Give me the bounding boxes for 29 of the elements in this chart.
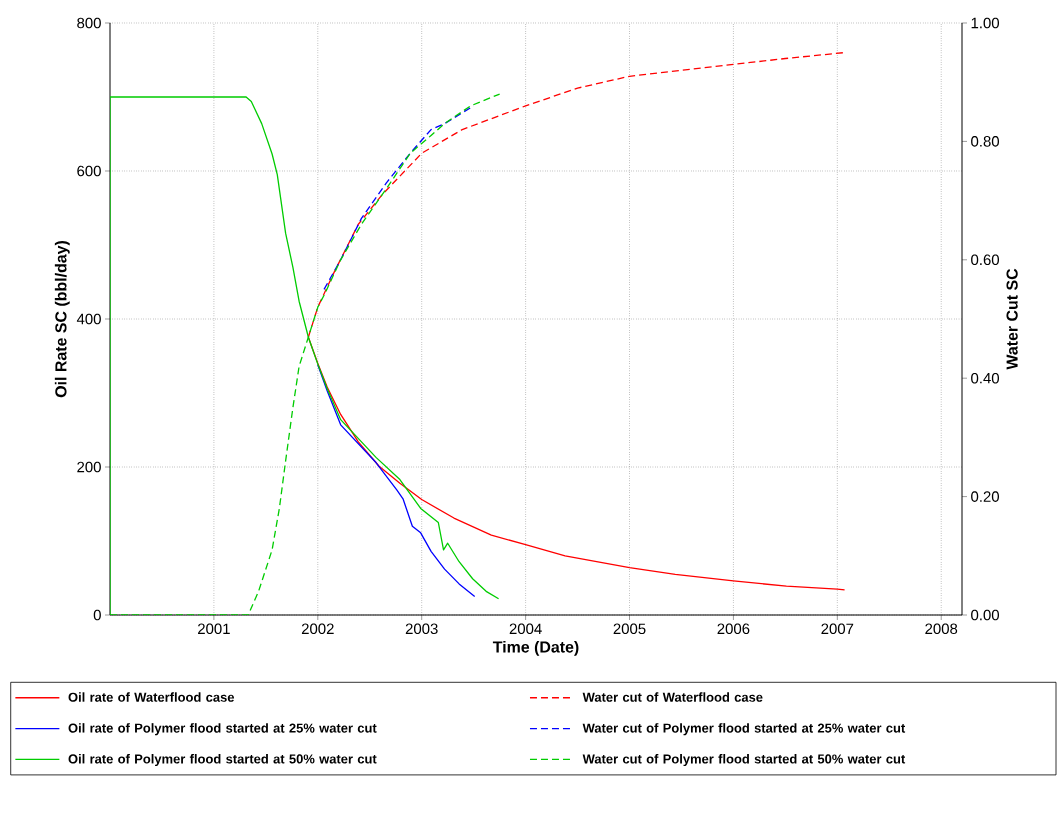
legend-label: Water cut of Polymer flood started at 25% water cut	[582, 723, 906, 736]
legend-label: Oil rate of Waterflood case	[68, 692, 235, 702]
y2-tick-label: 0.20	[971, 491, 1000, 502]
y2-tick-label: 0.40	[971, 372, 1000, 384]
x-tick-label: 2003	[405, 623, 438, 635]
y2-tick-label: 0.00	[971, 609, 1000, 621]
y-tick-label: 600	[77, 165, 101, 177]
y-tick-label: 400	[76, 313, 101, 325]
x-tick-label: 2004	[509, 623, 542, 635]
y2-axis-title: Water Cut SC	[1006, 268, 1018, 370]
y-tick-label: 200	[77, 461, 101, 473]
y2-tick-label: 0.60	[971, 254, 1000, 266]
y2-tick-label: 1.00	[971, 17, 1000, 29]
x-tick-label: 2001	[198, 623, 230, 635]
legend-label: Oil rate of Polymer flood started at 25% water cut	[68, 723, 377, 736]
y-axis-title: Oil Rate SC (bbl/day)	[54, 240, 70, 398]
legend-label: Oil rate of Polymer flood started at 50% water cut	[68, 754, 377, 767]
line-series	[317, 364, 476, 598]
y2-tick-label: 0.80	[971, 136, 1000, 147]
x-tick-label: 2007	[821, 623, 854, 635]
x-tick-label: 2002	[301, 623, 334, 635]
legend-label: Water cut of Waterflood case	[582, 692, 763, 702]
x-tick-label: 2005	[613, 623, 646, 635]
x-tick-label: 2008	[925, 623, 958, 635]
y-tick-label: 0	[93, 609, 101, 621]
y-tick-label: 800	[77, 17, 101, 29]
x-tick-label: 2006	[717, 623, 750, 635]
x-axis-title: Time (Date)	[492, 640, 579, 656]
legend-label: Water cut of Polymer flood started at 50% water cut	[582, 754, 906, 767]
